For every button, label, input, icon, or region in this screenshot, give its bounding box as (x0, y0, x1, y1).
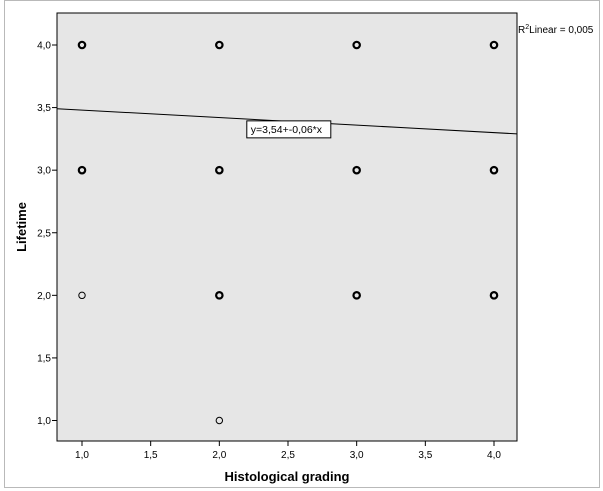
x-tick-label: 2,0 (212, 450, 226, 461)
data-point (489, 165, 499, 175)
x-axis-title: Histological grading (225, 469, 350, 484)
data-point (352, 291, 361, 300)
page-frame (4, 0, 600, 488)
x-tick-label: 3,0 (350, 450, 364, 461)
data-point (489, 291, 499, 300)
y-tick-label: 2,5 (37, 228, 51, 239)
y-axis-title: Lifetime (14, 202, 29, 252)
y-tick-label: 4,0 (37, 41, 51, 52)
x-tick-label: 1,5 (144, 450, 158, 461)
x-tick-label: 1,0 (75, 450, 89, 461)
y-tick-label: 1,5 (37, 353, 51, 364)
fit-equation-label: y=3,54+-0,06*x (246, 120, 332, 139)
y-tick-label: 3,5 (37, 103, 51, 114)
data-points (77, 40, 499, 425)
plot-area (56, 12, 518, 442)
y-tick-label: 2,0 (37, 291, 51, 302)
r2-value: Linear = 0,005 (529, 25, 594, 36)
y-tick-label: 3,0 (37, 166, 51, 177)
x-axis: 1,0 1,5 2,0 2,5 3,0 3,5 4,0 (75, 441, 501, 461)
y-tick-label: 1,0 (37, 416, 51, 427)
r2-prefix: R (518, 25, 525, 36)
data-point (78, 291, 86, 300)
r2-label: R2Linear = 0,005 (518, 24, 594, 36)
fit-equation-box (246, 120, 332, 139)
data-point (215, 40, 224, 50)
data-point (352, 40, 361, 50)
x-tick-label: 2,5 (281, 450, 295, 461)
data-point (215, 291, 224, 300)
data-point (489, 40, 499, 50)
x-tick-label: 3,5 (418, 450, 432, 461)
data-point (215, 416, 224, 425)
data-point (77, 40, 87, 50)
data-point (215, 165, 224, 175)
y-axis: 1,0 1,5 2,0 2,5 3,0 3,5 4,0 (37, 41, 57, 427)
fit-equation-text: y=3,54+-0,06*x (251, 124, 323, 136)
r2-superscript: 2 (525, 24, 529, 31)
data-point (77, 165, 87, 175)
x-tick-label: 4,0 (487, 450, 501, 461)
data-point (352, 165, 361, 175)
